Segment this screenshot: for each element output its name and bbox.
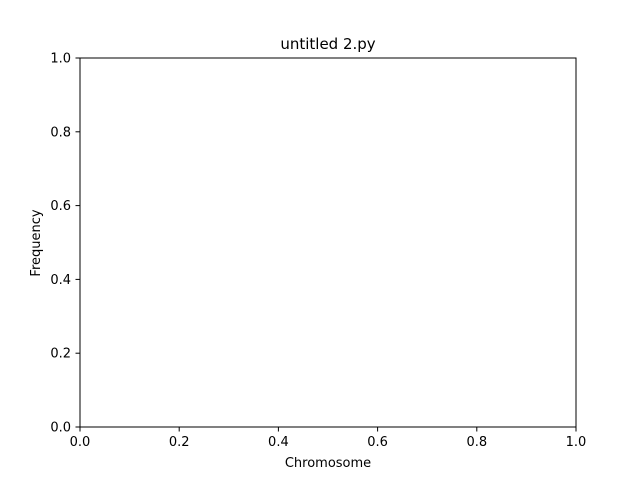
x-tick-label: 0.2 — [169, 435, 190, 450]
y-tick-label: 0.4 — [50, 273, 71, 288]
x-tick-label: 0.8 — [466, 435, 487, 450]
y-tick-label: 0.2 — [50, 347, 71, 362]
y-axis-label: Frequency — [29, 209, 44, 276]
y-axis: 0.0 0.2 0.4 0.6 0.8 1.0 — [50, 52, 80, 436]
y-tick-label: 0.8 — [50, 125, 71, 140]
x-tick-label: 1.0 — [566, 435, 587, 450]
chart-title: untitled 2.py — [280, 35, 375, 53]
y-tick-label: 0.0 — [50, 421, 71, 436]
plot-area — [79, 57, 577, 428]
x-tick-label: 0.6 — [367, 435, 388, 450]
x-tick-label: 0.0 — [70, 435, 91, 450]
y-tick-label: 0.6 — [50, 199, 71, 214]
x-tick-label: 0.4 — [268, 435, 289, 450]
x-axis: 0.0 0.2 0.4 0.6 0.8 1.0 — [70, 427, 587, 450]
x-axis-label: Chromosome — [285, 456, 371, 471]
y-tick-label: 1.0 — [50, 52, 71, 67]
